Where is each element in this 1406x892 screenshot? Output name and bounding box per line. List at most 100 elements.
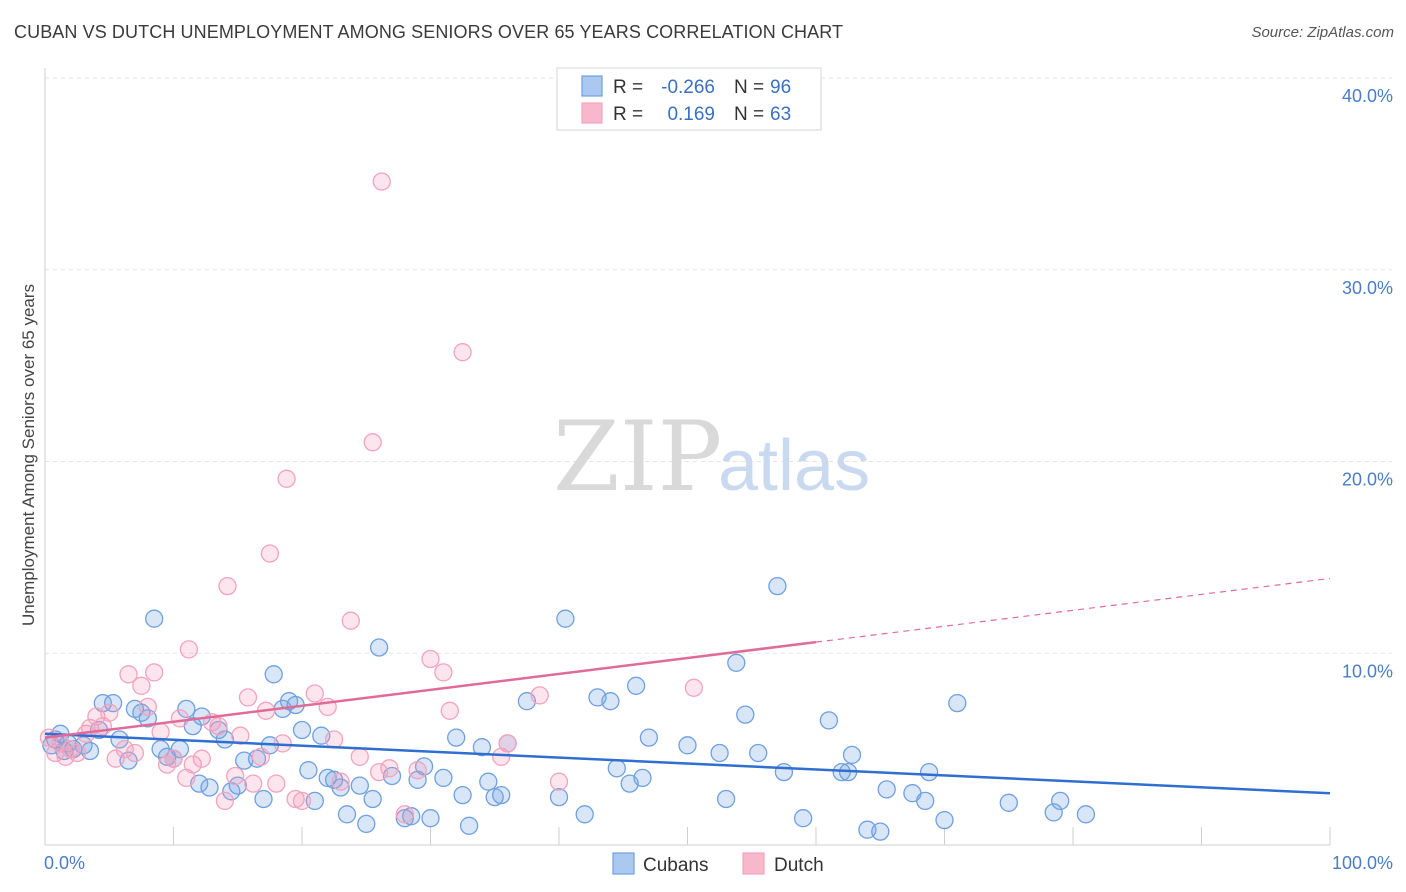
source-label: Source: ZipAtlas.com (1251, 24, 1394, 41)
watermark-zip: ZIP (553, 401, 722, 513)
point-cubans (919, 762, 939, 782)
point-cubans (626, 676, 646, 695)
point-dutch (530, 686, 549, 705)
point-dutch (369, 762, 389, 782)
point-cubans (402, 807, 421, 826)
point-dutch (380, 759, 399, 778)
point-dutch (218, 576, 237, 596)
point-cubans (736, 705, 755, 724)
watermark-atlas: atlas (718, 426, 870, 506)
point-cubans (434, 768, 453, 788)
point-dutch (215, 791, 235, 811)
point-dutch (231, 726, 250, 745)
point-cubans (819, 711, 839, 730)
point-dutch (350, 747, 369, 766)
point-cubans (337, 805, 357, 824)
point-cubans (916, 791, 935, 811)
point-dutch (331, 772, 350, 791)
point-dutch (183, 755, 202, 774)
y-axis-label: Unemployment Among Seniors over 65 years (19, 284, 38, 626)
point-cubans (601, 692, 620, 711)
point-cubans (177, 699, 196, 719)
bottom-legend: Cubans Dutch (612, 852, 824, 876)
axes (44, 68, 1331, 846)
legend-n-value-cubans: 96 (770, 77, 791, 98)
point-cubans (459, 816, 479, 835)
point-dutch (341, 611, 360, 630)
point-cubans (254, 789, 273, 809)
point-dutch (132, 676, 151, 695)
x-tick-label-max: 100.0% (1332, 853, 1393, 873)
point-dutch (372, 172, 391, 191)
point-dutch (453, 343, 472, 362)
y-tick-label: 10.0% (1342, 661, 1393, 681)
point-dutch (145, 663, 164, 682)
point-cubans (421, 809, 440, 828)
point-cubans (264, 665, 283, 684)
point-dutch (286, 789, 305, 809)
bottom-legend-swatch-cubans (612, 852, 635, 875)
bottom-legend-label-dutch: Dutch (774, 855, 824, 876)
point-cubans (485, 787, 504, 807)
legend-swatch-dutch (581, 102, 603, 124)
legend-swatch-cubans (581, 75, 603, 97)
point-dutch (244, 774, 263, 793)
legend-r-value-cubans: -0.266 (661, 77, 715, 98)
point-dutch (179, 640, 199, 659)
point-cubans (549, 787, 569, 807)
point-cubans (292, 720, 312, 740)
point-cubans (1051, 791, 1070, 811)
point-dutch (363, 433, 382, 452)
y-tick-labels: 10.0% 20.0% 30.0% 40.0% (1342, 86, 1393, 681)
point-cubans (472, 738, 492, 757)
point-cubans (1076, 805, 1096, 824)
point-cubans (710, 743, 729, 763)
legend-r-label-dutch: R = (613, 104, 643, 125)
point-cubans (556, 609, 575, 628)
point-dutch (440, 701, 459, 720)
point-cubans (607, 759, 626, 778)
point-cubans (716, 789, 736, 809)
point-cubans (200, 778, 219, 797)
bottom-legend-swatch-dutch (742, 852, 765, 875)
point-cubans (453, 785, 472, 805)
point-cubans (369, 638, 389, 657)
point-dutch (251, 747, 271, 766)
point-dutch (305, 684, 324, 703)
point-dutch (549, 772, 569, 791)
trend-line-cubans (44, 732, 1331, 795)
grid (45, 77, 1392, 654)
y-tick-label: 40.0% (1342, 86, 1393, 106)
point-cubans (639, 728, 659, 747)
point-cubans (357, 814, 376, 834)
point-dutch (209, 716, 228, 736)
legend: R = -0.266 N = 96 R = 0.169 N = 63 (556, 67, 822, 131)
point-cubans (774, 762, 794, 782)
point-dutch (226, 766, 245, 786)
point-cubans (492, 785, 511, 805)
y-tick-label: 30.0% (1342, 278, 1393, 298)
point-cubans (948, 693, 967, 713)
point-cubans (575, 805, 594, 824)
point-dutch (421, 649, 440, 669)
point-dutch (164, 749, 183, 768)
chart-title: CUBAN VS DUTCH UNEMPLOYMENT AMONG SENIOR… (14, 22, 844, 42)
point-dutch (292, 791, 312, 811)
x-tick-label-min: 0.0% (44, 853, 85, 873)
point-cubans (871, 822, 890, 841)
point-cubans (793, 809, 813, 828)
point-dutch (408, 761, 427, 780)
bottom-legend-label-cubans: Cubans (643, 855, 709, 876)
point-dutch (395, 805, 414, 824)
trend-line-dutch (44, 640, 817, 739)
trend-line-extension-dutch (815, 577, 1331, 643)
point-cubans (727, 653, 746, 672)
legend-n-value-dutch: 63 (770, 104, 791, 125)
data-points (39, 172, 1096, 841)
point-cubans (145, 609, 164, 628)
point-dutch (267, 774, 286, 793)
point-dutch (170, 709, 190, 728)
x-tick-labels: 0.0% 100.0% (44, 853, 1393, 873)
trend-lines (44, 577, 1331, 795)
